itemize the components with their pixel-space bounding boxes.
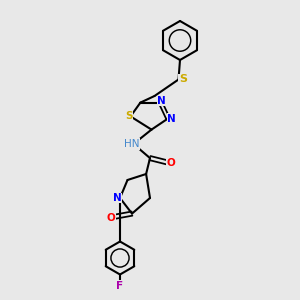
Text: S: S [125, 111, 133, 122]
Text: O: O [107, 213, 116, 223]
Text: S: S [179, 74, 187, 85]
Text: N: N [157, 96, 166, 106]
Text: N: N [167, 113, 176, 124]
Text: N: N [113, 193, 122, 203]
Text: HN: HN [124, 139, 140, 149]
Text: F: F [116, 280, 124, 291]
Text: O: O [167, 158, 176, 168]
